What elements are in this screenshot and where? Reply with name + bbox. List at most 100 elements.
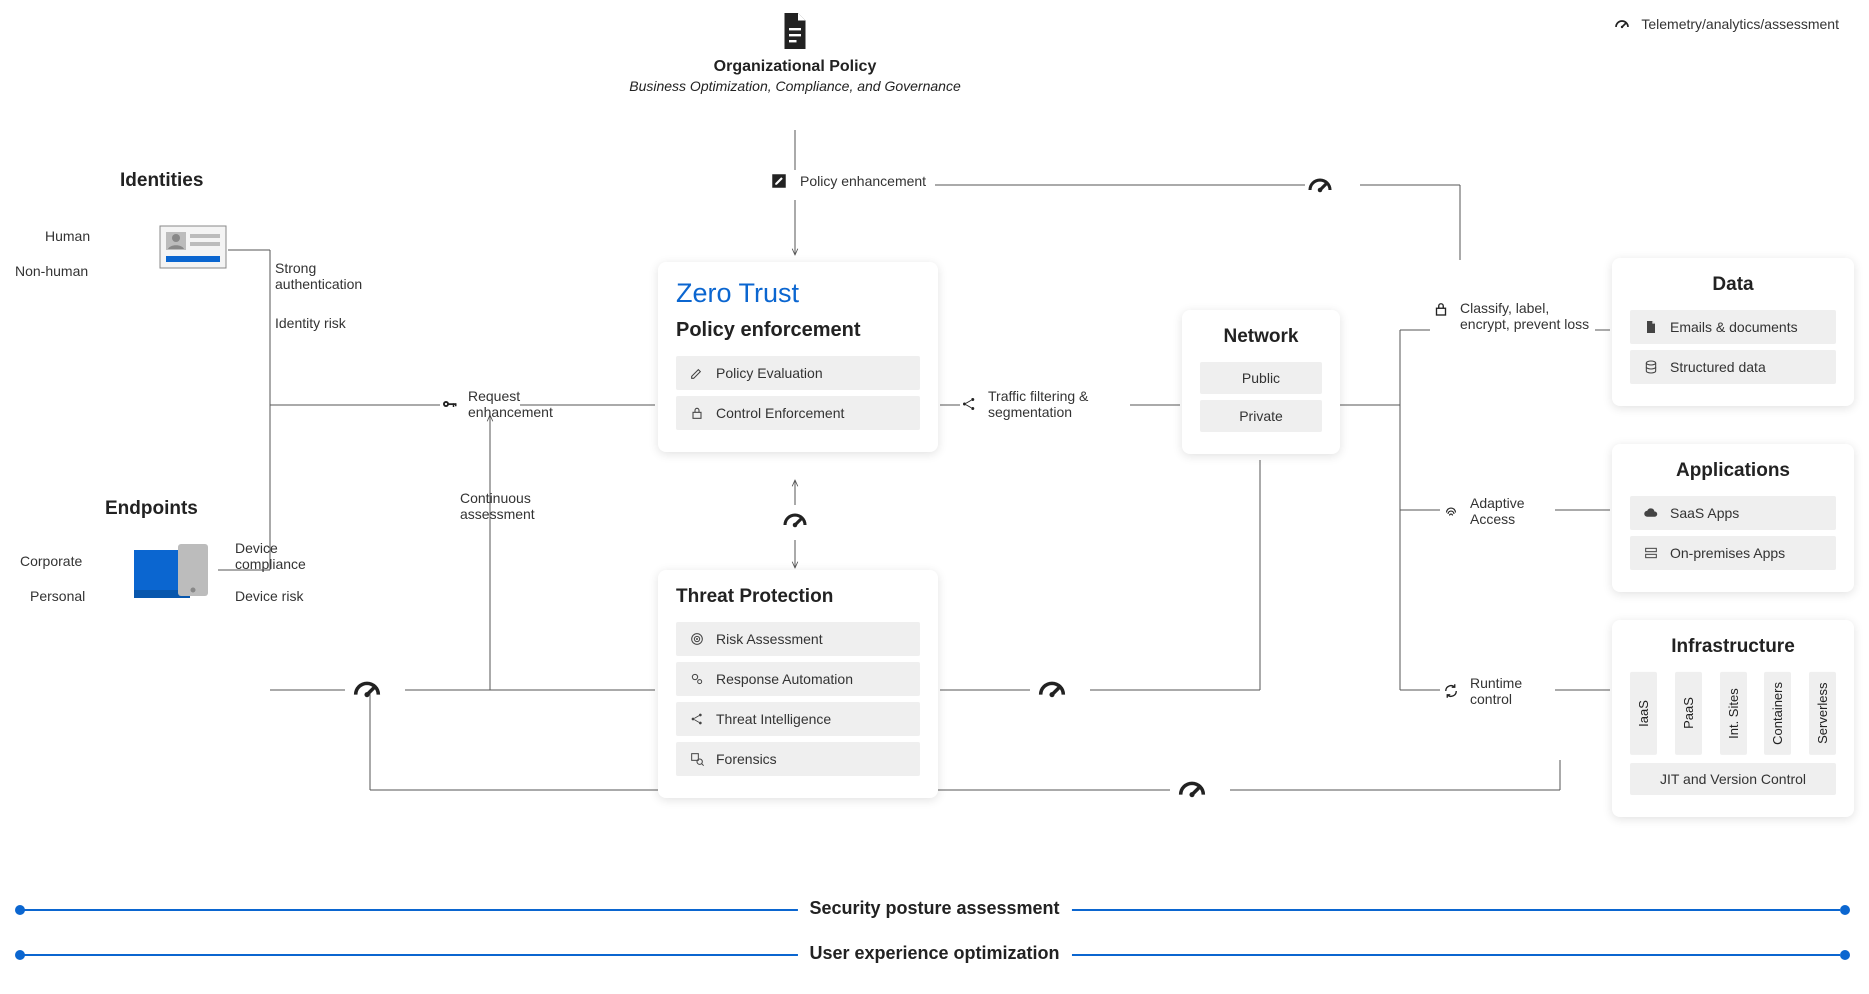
infra-vertical-item: Int. Sites: [1720, 672, 1747, 755]
continuous-assessment-label: Continuous assessment: [460, 490, 560, 522]
network-item: Private: [1200, 400, 1322, 432]
applications-card: Applications SaaS Apps On-premises Apps: [1612, 444, 1854, 592]
endpoints-type-corporate: Corporate: [20, 553, 82, 569]
database-icon: [1642, 358, 1660, 376]
infra-footer: JIT and Version Control: [1630, 763, 1836, 795]
gears-icon: [688, 670, 706, 688]
network-item-label: Private: [1239, 408, 1283, 424]
refresh-icon: [1442, 682, 1460, 700]
zero-trust-item: Policy Evaluation: [676, 356, 920, 390]
infra-vertical-item: Containers: [1764, 672, 1791, 755]
forensics-icon: [688, 750, 706, 768]
threat-item-label: Forensics: [716, 751, 777, 767]
infra-vertical-item: PaaS: [1675, 672, 1702, 755]
apps-annotation-row: Adaptive Access: [1442, 495, 1550, 527]
share-icon: [960, 395, 978, 413]
legend-label: Telemetry/analytics/assessment: [1641, 16, 1839, 32]
axis-dot: [1840, 950, 1850, 960]
identities-title: Identities: [120, 170, 203, 192]
identities-type-nonhuman: Non-human: [15, 263, 88, 279]
gauge-icon: [780, 505, 810, 540]
threat-item: Threat Intelligence: [676, 702, 920, 736]
threat-item: Risk Assessment: [676, 622, 920, 656]
org-policy-title: Organizational Policy: [690, 58, 900, 76]
network-title: Network: [1200, 326, 1322, 348]
identities-block: Identities: [120, 170, 203, 192]
data-annotation-row: Classify, label, encrypt, prevent loss: [1432, 300, 1602, 332]
identities-type-human: Human: [45, 228, 90, 244]
edit-square-icon: [770, 172, 788, 190]
gauge-icon: [350, 672, 384, 711]
apps-annotation-label: Adaptive Access: [1470, 495, 1550, 527]
zero-trust-subtitle: Policy enforcement: [676, 319, 920, 342]
data-card-title: Data: [1630, 274, 1836, 296]
data-annotation-label: Classify, label, encrypt, prevent loss: [1460, 300, 1602, 332]
devices-icon: [130, 540, 216, 607]
request-enhancement-row: Request enhancement: [440, 388, 568, 420]
legend-telemetry: Telemetry/analytics/assessment: [1613, 15, 1839, 33]
infra-annotation-row: Runtime control: [1442, 675, 1550, 707]
axis-label-b: User experience optimization: [797, 943, 1071, 964]
id-card-icon: [158, 222, 228, 277]
endpoints-annotation-1: Device risk: [235, 588, 303, 604]
threat-item-label: Risk Assessment: [716, 631, 823, 647]
apps-item-label: On-premises Apps: [1670, 545, 1785, 561]
org-policy-subtitle: Business Optimization, Compliance, and G…: [610, 78, 980, 94]
threat-item-label: Response Automation: [716, 671, 853, 687]
traffic-filtering-label: Traffic filtering & segmentation: [988, 388, 1108, 420]
endpoints-block: Endpoints: [105, 498, 198, 520]
pencil-icon: [688, 364, 706, 382]
network-card: Network Public Private: [1182, 310, 1340, 454]
zero-trust-card: Zero Trust Policy enforcement Policy Eva…: [658, 262, 938, 452]
connector-lines: [0, 0, 1869, 994]
lock-icon: [688, 404, 706, 422]
key-icon: [440, 395, 458, 413]
threat-item: Response Automation: [676, 662, 920, 696]
policy-enhancement-row: Policy enhancement: [770, 172, 926, 190]
threat-item: Forensics: [676, 742, 920, 776]
gauge-icon: [1613, 15, 1631, 33]
endpoints-annotation-0: Device compliance: [235, 540, 345, 572]
traffic-filtering-row: Traffic filtering & segmentation: [960, 388, 1108, 420]
request-enhancement-label: Request enhancement: [468, 388, 568, 420]
gauge-icon: [1035, 672, 1069, 711]
zero-trust-item: Control Enforcement: [676, 396, 920, 430]
zero-trust-item-label: Policy Evaluation: [716, 365, 823, 381]
file-icon: [1642, 318, 1660, 336]
apps-item-label: SaaS Apps: [1670, 505, 1739, 521]
fingerprint-icon: [1442, 502, 1460, 520]
share-icon: [688, 710, 706, 728]
target-icon: [688, 630, 706, 648]
infra-vertical-item: Serverless: [1809, 672, 1836, 755]
gauge-icon: [1175, 772, 1209, 811]
cloud-icon: [1642, 504, 1660, 522]
zero-trust-item-label: Control Enforcement: [716, 405, 844, 421]
apps-item: SaaS Apps: [1630, 496, 1836, 530]
infrastructure-title: Infrastructure: [1630, 636, 1836, 658]
infra-annotation-label: Runtime control: [1470, 675, 1550, 707]
network-item: Public: [1200, 362, 1322, 394]
threat-protection-title: Threat Protection: [676, 586, 920, 608]
apps-item: On-premises Apps: [1630, 536, 1836, 570]
network-item-label: Public: [1242, 370, 1280, 386]
data-item: Emails & documents: [1630, 310, 1836, 344]
infrastructure-card: Infrastructure IaaS PaaS Int. Sites Cont…: [1612, 620, 1854, 817]
axis-dot: [1840, 905, 1850, 915]
org-policy-block: Organizational Policy Business Optimizat…: [690, 10, 900, 94]
data-item: Structured data: [1630, 350, 1836, 384]
data-item-label: Emails & documents: [1670, 319, 1798, 335]
zero-trust-title: Zero Trust: [676, 278, 920, 309]
server-icon: [1642, 544, 1660, 562]
identities-annotation-1: Identity risk: [275, 315, 346, 331]
threat-protection-card: Threat Protection Risk Assessment Respon…: [658, 570, 938, 798]
gauge-icon: [1305, 170, 1335, 205]
applications-title: Applications: [1630, 460, 1836, 482]
document-icon: [690, 10, 900, 52]
data-card: Data Emails & documents Structured data: [1612, 258, 1854, 406]
policy-enhancement-label: Policy enhancement: [800, 173, 926, 189]
identities-annotation-0: Strong authentication: [275, 260, 395, 292]
axis-label-a: Security posture assessment: [797, 898, 1071, 919]
endpoints-title: Endpoints: [105, 498, 198, 520]
lock-icon: [1432, 300, 1450, 318]
threat-item-label: Threat Intelligence: [716, 711, 831, 727]
